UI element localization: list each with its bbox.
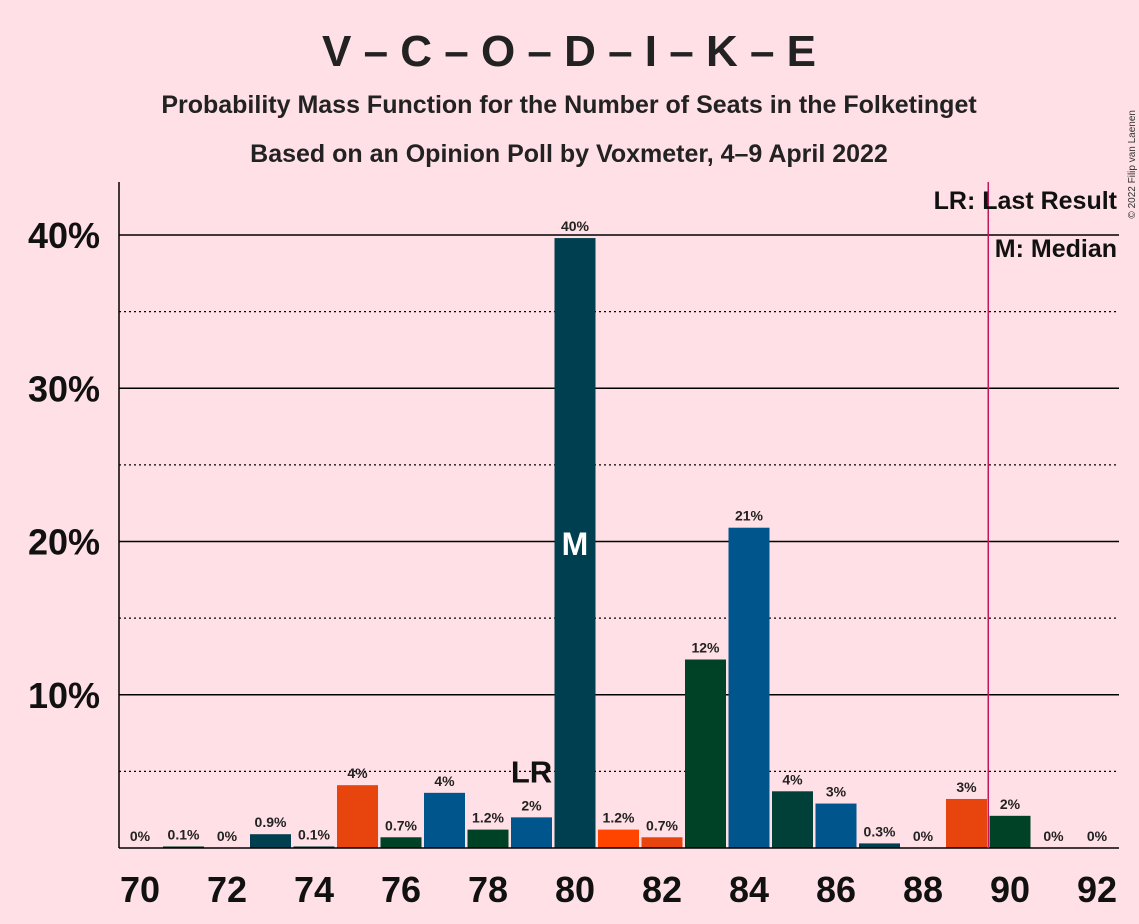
bar-80 — [554, 238, 596, 848]
bar-labels: 0% 0.1% 0% 0.9% 0.1% 4% 0.7% 4% 1.2% 2% 40% 1.2% 0.7… — [130, 218, 1108, 844]
copyright-text: © 2022 Filip van Laenen — [1127, 110, 1138, 219]
bar-77 — [424, 792, 465, 848]
bar-82 — [641, 837, 683, 848]
bar-value-label-92: 0% — [1087, 828, 1108, 844]
x-tick-labels: 70 72 74 76 78 80 82 84 86 88 90 92 — [120, 869, 1117, 910]
x-tick-label: 76 — [381, 869, 421, 910]
x-tick-label: 82 — [642, 869, 682, 910]
bar-78 — [467, 829, 509, 848]
bar-90 — [989, 815, 1031, 848]
bar-value-label-80: 40% — [561, 218, 590, 234]
bars — [163, 238, 1031, 848]
bar-89 — [946, 798, 987, 848]
bar-value-label-74: 0.1% — [298, 826, 330, 842]
bar-value-label-73: 0.9% — [255, 814, 287, 830]
bar-value-label-87: 0.3% — [864, 823, 896, 839]
bar-value-label-72: 0% — [217, 828, 238, 844]
bar-value-label-88: 0% — [913, 828, 934, 844]
x-tick-label: 86 — [816, 869, 856, 910]
x-tick-label: 84 — [729, 869, 769, 910]
last-result-marker: LR — [511, 754, 552, 789]
bar-74 — [293, 846, 335, 848]
bar-value-label-70: 0% — [130, 828, 151, 844]
bar-value-label-81: 1.2% — [603, 810, 635, 826]
bar-value-label-83: 12% — [691, 640, 720, 656]
bar-value-label-77: 4% — [434, 773, 455, 789]
bar-84 — [728, 527, 770, 848]
x-tick-label: 92 — [1077, 869, 1117, 910]
bar-value-label-75: 4% — [347, 765, 368, 781]
y-tick-label: 40% — [28, 215, 100, 256]
bar-value-label-78: 1.2% — [472, 810, 504, 826]
bar-79 — [511, 817, 552, 848]
chart-subtitle-2: Based on an Opinion Poll by Voxmeter, 4–… — [250, 140, 888, 168]
x-tick-label: 74 — [294, 869, 334, 910]
bar-value-label-79: 2% — [521, 797, 542, 813]
bar-87 — [859, 843, 900, 848]
x-tick-label: 70 — [120, 869, 160, 910]
legend-median: M: Median — [995, 235, 1117, 263]
x-tick-label: 88 — [903, 869, 943, 910]
bar-value-label-86: 3% — [826, 784, 847, 800]
chart-title: V – C – O – D – I – K – E — [322, 27, 816, 76]
x-tick-label: 90 — [990, 869, 1030, 910]
bar-value-label-85: 4% — [782, 771, 803, 787]
bar-value-label-89: 3% — [956, 779, 977, 795]
bar-value-label-76: 0.7% — [385, 817, 417, 833]
bar-73 — [250, 834, 291, 848]
bar-value-label-84: 21% — [735, 508, 764, 524]
chart-subtitle-1: Probability Mass Function for the Number… — [161, 91, 977, 119]
bar-86 — [815, 803, 857, 848]
bar-76 — [380, 837, 422, 848]
x-tick-label: 80 — [555, 869, 595, 910]
y-tick-label: 10% — [28, 675, 100, 716]
bar-85 — [772, 791, 813, 848]
bar-83 — [685, 659, 726, 848]
bar-value-label-82: 0.7% — [646, 817, 678, 833]
bar-value-label-71: 0.1% — [168, 826, 200, 842]
y-tick-labels: 10% 20% 30% 40% — [28, 215, 100, 716]
bar-value-label-90: 2% — [1000, 796, 1021, 812]
y-tick-label: 30% — [28, 368, 100, 409]
median-marker: M — [562, 526, 589, 562]
legend-last-result: LR: Last Result — [934, 187, 1118, 215]
bar-value-label-91: 0% — [1043, 828, 1064, 844]
x-tick-label: 72 — [207, 869, 247, 910]
x-tick-label: 78 — [468, 869, 508, 910]
bar-75 — [337, 785, 378, 848]
bar-81 — [598, 829, 639, 848]
gridlines — [119, 234, 1119, 772]
y-tick-label: 20% — [28, 522, 100, 563]
bar-71 — [163, 846, 204, 848]
